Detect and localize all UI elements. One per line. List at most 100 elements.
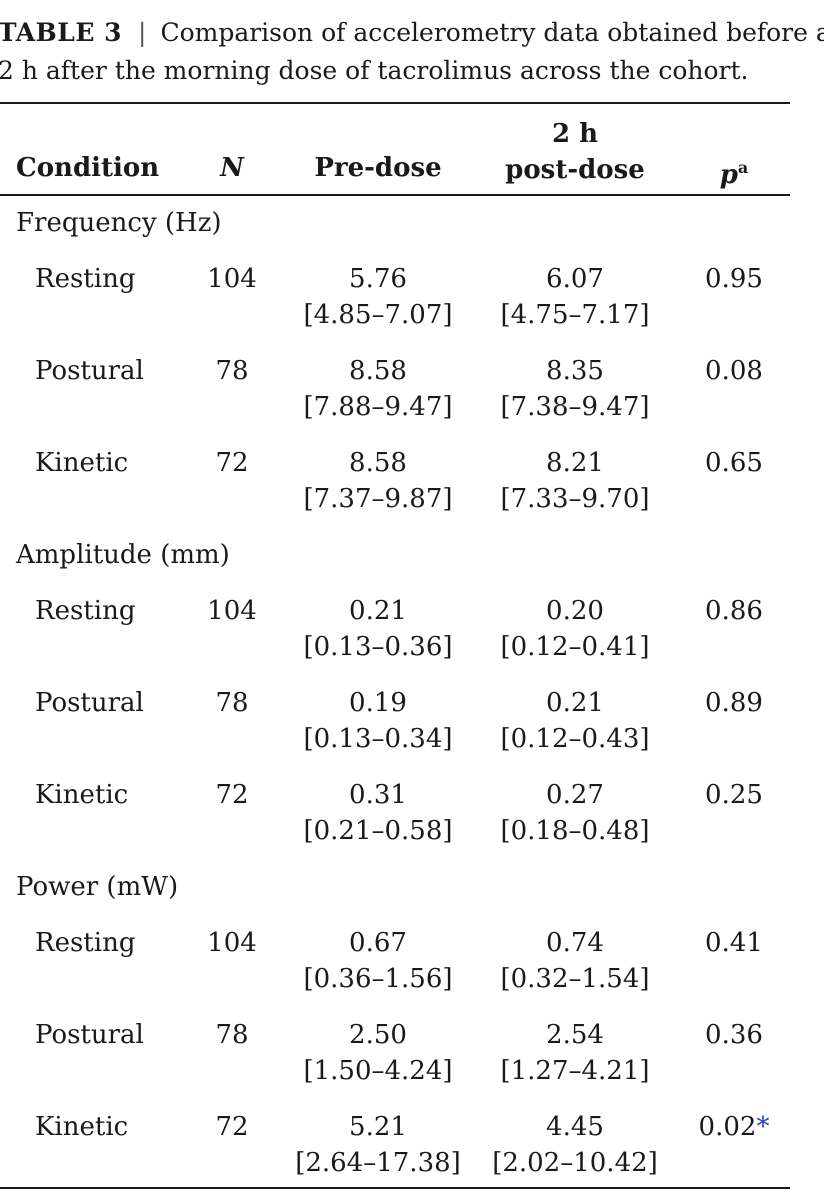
caption-line-1: TABLE 3 | Comparison of accelerometry data… bbox=[0, 14, 824, 52]
row-p-value: 0.41 bbox=[686, 926, 782, 960]
row-post-dose: 8.35 [7.38–9.47] bbox=[478, 354, 672, 424]
post-dose-median: 8.35 bbox=[546, 356, 604, 386]
group-heading: Power (mW) bbox=[16, 872, 179, 902]
p-value: 0.02 bbox=[698, 1112, 757, 1142]
row-condition: Resting bbox=[35, 596, 136, 626]
row-condition: Resting bbox=[35, 264, 136, 294]
row-p-value: 0.65 bbox=[686, 446, 782, 480]
post-dose-median: 0.20 bbox=[546, 596, 604, 626]
pre-dose-median: 0.21 bbox=[349, 596, 407, 626]
p-value: 0.65 bbox=[705, 448, 763, 478]
top-rule bbox=[0, 102, 790, 104]
row-pre-dose: 0.19 [0.13–0.34] bbox=[280, 686, 476, 756]
row-pre-dose: 0.31 [0.21–0.58] bbox=[280, 778, 476, 848]
row-pre-dose: 0.21 [0.13–0.36] bbox=[280, 594, 476, 664]
caption-text-line-1: Comparison of accelerometry data obtaine… bbox=[160, 18, 824, 47]
post-dose-median: 4.45 bbox=[546, 1112, 604, 1142]
pre-dose-median: 8.58 bbox=[349, 448, 407, 478]
post-dose-median: 8.21 bbox=[546, 448, 604, 478]
p-value: 0.41 bbox=[705, 928, 763, 958]
row-post-dose: 0.21 [0.12–0.43] bbox=[478, 686, 672, 756]
pre-dose-range: [0.13–0.34] bbox=[303, 724, 453, 754]
group-heading: Frequency (Hz) bbox=[16, 208, 222, 238]
p-value: 0.08 bbox=[705, 356, 763, 386]
row-p-value: 0.86 bbox=[686, 594, 782, 628]
header-p-footnote-mark: a bbox=[737, 158, 749, 177]
row-p-value: 0.95 bbox=[686, 262, 782, 296]
row-n: 78 bbox=[215, 1020, 249, 1050]
p-value: 0.89 bbox=[705, 688, 763, 718]
header-post-dose: 2 h post-dose bbox=[490, 116, 660, 188]
row-n: 78 bbox=[215, 688, 249, 718]
pre-dose-median: 0.31 bbox=[349, 780, 407, 810]
row-condition: Resting bbox=[35, 928, 136, 958]
row-n: 72 bbox=[215, 780, 249, 810]
row-pre-dose: 0.67 [0.36–1.56] bbox=[280, 926, 476, 996]
pre-dose-median: 2.50 bbox=[349, 1020, 407, 1050]
caption-text-line-2: 2 h after the morning dose of tacrolimus… bbox=[0, 56, 749, 85]
post-dose-range: [4.75–7.17] bbox=[500, 300, 650, 330]
pre-dose-range: [1.50–4.24] bbox=[303, 1056, 453, 1086]
row-p-value: 0.25 bbox=[686, 778, 782, 812]
post-dose-range: [2.02–10.42] bbox=[492, 1148, 658, 1178]
post-dose-median: 0.27 bbox=[546, 780, 604, 810]
row-pre-dose: 2.50 [1.50–4.24] bbox=[280, 1018, 476, 1088]
row-n: 78 bbox=[215, 356, 249, 386]
row-condition: Kinetic bbox=[35, 448, 129, 478]
row-post-dose: 4.45 [2.02–10.42] bbox=[478, 1110, 672, 1180]
row-condition: Postural bbox=[35, 688, 144, 718]
post-dose-median: 6.07 bbox=[546, 264, 604, 294]
post-dose-median: 2.54 bbox=[546, 1020, 604, 1050]
header-p-value: pa bbox=[694, 151, 774, 192]
post-dose-range: [7.38–9.47] bbox=[500, 392, 650, 422]
row-pre-dose: 8.58 [7.37–9.87] bbox=[280, 446, 476, 516]
p-value: 0.86 bbox=[705, 596, 763, 626]
table-caption: TABLE 3 | Comparison of accelerometry data… bbox=[0, 14, 824, 90]
row-p-value: 0.89 bbox=[686, 686, 782, 720]
header-post-dose-line-1: 2 h bbox=[551, 119, 599, 149]
pre-dose-median: 0.19 bbox=[349, 688, 407, 718]
row-post-dose: 2.54 [1.27–4.21] bbox=[478, 1018, 672, 1088]
post-dose-median: 0.74 bbox=[546, 928, 604, 958]
row-pre-dose: 5.21 [2.64–17.38] bbox=[280, 1110, 476, 1180]
row-post-dose: 0.27 [0.18–0.48] bbox=[478, 778, 672, 848]
p-value: 0.25 bbox=[705, 780, 763, 810]
pre-dose-range: [0.36–1.56] bbox=[303, 964, 453, 994]
pre-dose-median: 0.67 bbox=[349, 928, 407, 958]
row-post-dose: 6.07 [4.75–7.17] bbox=[478, 262, 672, 332]
header-n-text: N bbox=[220, 153, 244, 183]
post-dose-range: [0.12–0.43] bbox=[500, 724, 650, 754]
row-n: 72 bbox=[215, 448, 249, 478]
table-label: TABLE 3 bbox=[0, 18, 122, 47]
header-post-dose-line-2: post-dose bbox=[505, 155, 645, 185]
pre-dose-median: 8.58 bbox=[349, 356, 407, 386]
header-p-text: p bbox=[719, 160, 738, 190]
post-dose-range: [0.12–0.41] bbox=[500, 632, 650, 662]
header-n: N bbox=[200, 151, 264, 185]
row-n: 104 bbox=[207, 928, 257, 958]
row-pre-dose: 8.58 [7.88–9.47] bbox=[280, 354, 476, 424]
row-n: 104 bbox=[207, 596, 257, 626]
pre-dose-range: [2.64–17.38] bbox=[295, 1148, 461, 1178]
row-condition: Postural bbox=[35, 356, 144, 386]
row-condition: Postural bbox=[35, 1020, 144, 1050]
row-post-dose: 8.21 [7.33–9.70] bbox=[478, 446, 672, 516]
p-value: 0.36 bbox=[705, 1020, 763, 1050]
pre-dose-range: [7.88–9.47] bbox=[303, 392, 453, 422]
pre-dose-range: [7.37–9.87] bbox=[303, 484, 453, 514]
pre-dose-median: 5.21 bbox=[349, 1112, 407, 1142]
post-dose-range: [7.33–9.70] bbox=[500, 484, 650, 514]
post-dose-range: [1.27–4.21] bbox=[500, 1056, 650, 1086]
pre-dose-range: [0.13–0.36] bbox=[303, 632, 453, 662]
post-dose-range: [0.32–1.54] bbox=[500, 964, 650, 994]
row-n: 72 bbox=[215, 1112, 249, 1142]
row-post-dose: 0.20 [0.12–0.41] bbox=[478, 594, 672, 664]
row-p-value: 0.02* bbox=[686, 1110, 782, 1144]
header-rule bbox=[0, 194, 790, 196]
caption-separator: | bbox=[138, 18, 147, 47]
row-n: 104 bbox=[207, 264, 257, 294]
p-value: 0.95 bbox=[705, 264, 763, 294]
group-heading: Amplitude (mm) bbox=[16, 540, 230, 570]
row-condition: Kinetic bbox=[35, 1112, 129, 1142]
post-dose-range: [0.18–0.48] bbox=[500, 816, 650, 846]
